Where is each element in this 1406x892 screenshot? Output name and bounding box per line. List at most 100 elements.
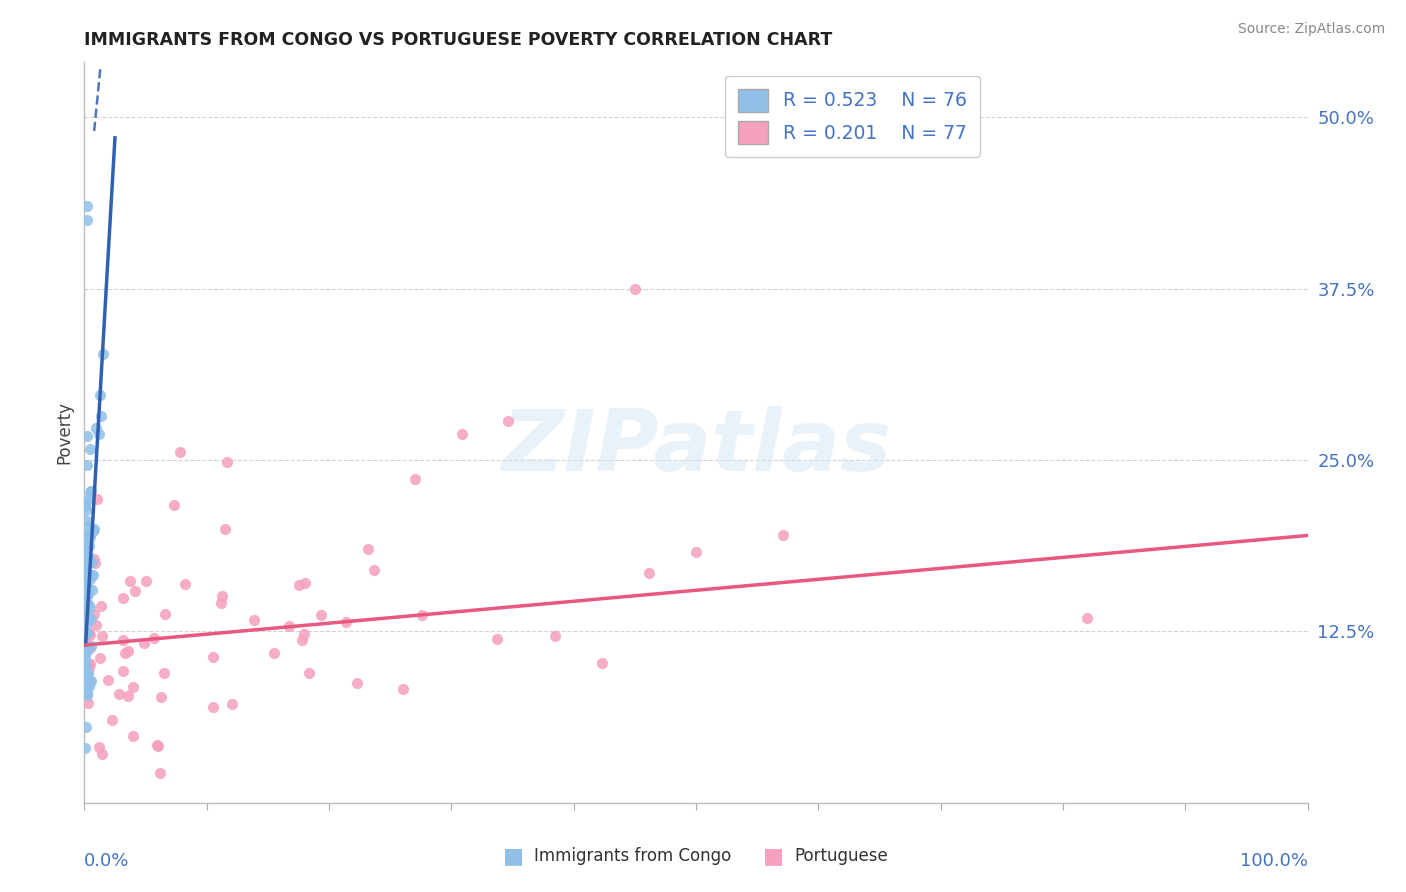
Point	[79, 530, 101, 544]
Legend: R = 0.523    N = 76, R = 0.201    N = 77: R = 0.523 N = 76, R = 0.201 N = 77	[725, 76, 980, 157]
Point	[83, 522, 105, 536]
Point	[76, 514, 98, 528]
Point	[75, 540, 97, 554]
Point	[75, 529, 97, 543]
Text: 0.0%: 0.0%	[84, 852, 129, 870]
Point	[149, 766, 172, 780]
Point	[79, 657, 101, 672]
Text: Portuguese: Portuguese	[794, 847, 889, 865]
Point	[75, 627, 97, 641]
Point	[73, 496, 96, 510]
Point	[149, 690, 172, 705]
Text: Source: ZipAtlas.com: Source: ZipAtlas.com	[1237, 22, 1385, 37]
Point	[591, 656, 613, 670]
Point	[201, 650, 224, 665]
Point	[75, 595, 97, 609]
Point	[89, 388, 111, 402]
Point	[346, 676, 368, 690]
Point	[86, 618, 108, 632]
Point	[73, 657, 96, 672]
Point	[76, 570, 98, 584]
Point	[291, 632, 314, 647]
Point	[76, 668, 98, 682]
Point	[363, 563, 385, 577]
Point	[79, 674, 101, 689]
Point	[83, 607, 105, 621]
Text: ■: ■	[503, 847, 523, 866]
Text: Immigrants from Congo: Immigrants from Congo	[534, 847, 731, 865]
Point	[357, 541, 380, 556]
Point	[450, 426, 472, 441]
Point	[243, 614, 266, 628]
Point	[114, 646, 136, 660]
Point	[1076, 610, 1098, 624]
Point	[82, 568, 104, 582]
Point	[77, 657, 100, 671]
Point	[392, 682, 415, 697]
Point	[278, 619, 301, 633]
Point	[79, 600, 101, 615]
Point	[77, 491, 100, 506]
Point	[174, 577, 197, 591]
Point	[153, 665, 176, 680]
Point	[134, 636, 156, 650]
Point	[263, 646, 285, 660]
Point	[75, 720, 97, 734]
Point	[76, 552, 98, 566]
Point	[75, 542, 97, 557]
Point	[80, 673, 103, 688]
Point	[685, 545, 707, 559]
Point	[202, 700, 225, 714]
Point	[122, 680, 145, 694]
Point	[76, 686, 98, 700]
Point	[76, 429, 98, 443]
Point	[75, 650, 97, 665]
Point	[112, 632, 135, 647]
Point	[76, 615, 98, 630]
Point	[76, 555, 98, 569]
Point	[108, 687, 131, 701]
Point	[75, 566, 97, 580]
Point	[209, 595, 232, 609]
Point	[84, 556, 107, 570]
Point	[142, 631, 165, 645]
Point	[75, 572, 97, 586]
Point	[162, 498, 184, 512]
Point	[309, 608, 332, 623]
Point	[80, 484, 103, 499]
Point	[214, 523, 236, 537]
Point	[87, 740, 110, 755]
Point	[76, 640, 98, 654]
Point	[221, 697, 243, 711]
Point	[73, 657, 96, 672]
Y-axis label: Poverty: Poverty	[55, 401, 73, 464]
Point	[76, 579, 98, 593]
Point	[148, 739, 170, 753]
Point	[485, 632, 508, 646]
Point	[638, 566, 661, 581]
Point	[117, 689, 139, 703]
Point	[90, 747, 112, 762]
Point	[624, 282, 647, 296]
Point	[294, 576, 316, 591]
Point	[73, 496, 96, 510]
Point	[76, 598, 98, 612]
Point	[73, 600, 96, 615]
Point	[411, 608, 433, 623]
Point	[75, 579, 97, 593]
Point	[77, 626, 100, 640]
Point	[73, 564, 96, 578]
Point	[77, 679, 100, 693]
Point	[79, 628, 101, 642]
Point	[77, 609, 100, 624]
Text: IMMIGRANTS FROM CONGO VS PORTUGUESE POVERTY CORRELATION CHART: IMMIGRANTS FROM CONGO VS PORTUGUESE POVE…	[84, 31, 832, 49]
Point	[153, 607, 176, 621]
Point	[117, 644, 139, 658]
Point	[73, 591, 96, 605]
Point	[77, 539, 100, 553]
Point	[121, 729, 143, 743]
Point	[76, 549, 98, 564]
Point	[84, 420, 107, 434]
Point	[97, 673, 120, 687]
Point	[91, 347, 114, 361]
